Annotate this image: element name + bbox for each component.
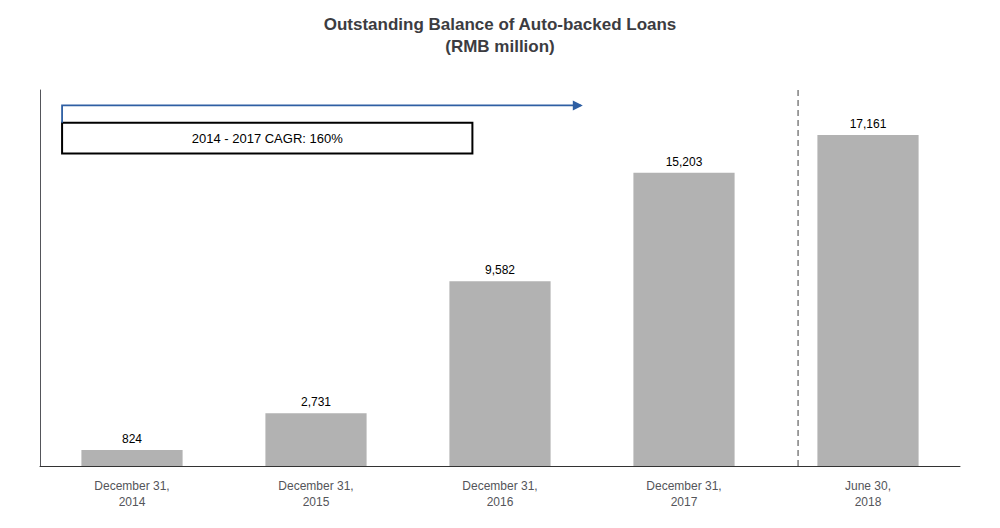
- svg-text:2014: 2014: [119, 495, 146, 509]
- svg-text:2,731: 2,731: [301, 395, 331, 409]
- svg-text:824: 824: [122, 432, 142, 446]
- svg-text:2017: 2017: [671, 495, 698, 509]
- svg-text:2018: 2018: [855, 495, 882, 509]
- svg-text:2016: 2016: [487, 495, 514, 509]
- svg-text:December 31,: December 31,: [646, 479, 721, 493]
- svg-text:Outstanding Balance of Auto-ba: Outstanding Balance of Auto-backed Loans: [324, 15, 677, 34]
- svg-text:15,203: 15,203: [666, 155, 703, 169]
- svg-text:2014 - 2017 CAGR: 160%: 2014 - 2017 CAGR: 160%: [192, 131, 343, 146]
- svg-text:June 30,: June 30,: [845, 479, 891, 493]
- svg-text:9,582: 9,582: [485, 263, 515, 277]
- svg-text:2015: 2015: [303, 495, 330, 509]
- svg-text:17,161: 17,161: [850, 117, 887, 131]
- svg-text:December 31,: December 31,: [462, 479, 537, 493]
- svg-text:(RMB million): (RMB million): [445, 37, 555, 56]
- svg-text:December 31,: December 31,: [278, 479, 353, 493]
- svg-text:December 31,: December 31,: [94, 479, 169, 493]
